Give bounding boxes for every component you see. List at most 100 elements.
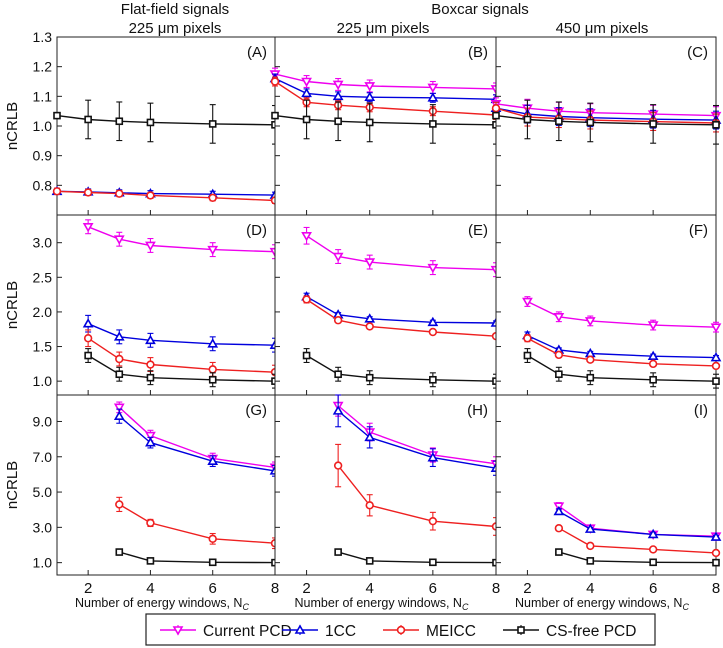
data-point [586, 373, 595, 382]
data-point [332, 252, 344, 263]
series-line [274, 73, 497, 90]
y-tick-label: 1.3 [33, 29, 53, 45]
data-point [146, 360, 155, 369]
x-axis-label-subscript: C [462, 602, 469, 612]
data-point [649, 558, 657, 567]
data-point [146, 373, 155, 382]
series-1cc [82, 314, 281, 353]
data-point [427, 263, 439, 274]
data-point [334, 370, 342, 379]
data-point [365, 501, 374, 510]
data-point [429, 375, 437, 384]
y-tick-label: 1.5 [33, 339, 53, 355]
data-point [208, 534, 217, 544]
series-meicc [523, 334, 721, 371]
y-tick-label: 0.9 [33, 148, 53, 164]
legend-item-cs-free-pcd: CS-free PCD [503, 623, 636, 640]
legend-item-meicc: MEICC [383, 623, 476, 640]
legend-marker [172, 626, 184, 636]
data-point [710, 352, 722, 362]
panel-frame [495, 394, 717, 576]
series-line [274, 77, 497, 100]
legend-label: 1CC [325, 623, 356, 640]
series-line [274, 114, 497, 126]
panel-e: (E) [274, 214, 502, 396]
data-point [647, 321, 659, 331]
data-point [301, 77, 312, 88]
panel-a: 0.8 0.9 1.0 1.1 1.2 1.3 nCRLB (A) [4, 29, 281, 216]
y-tick-label: 1.0 [33, 373, 53, 389]
legend-marker [294, 624, 306, 634]
x-tick-label: 8 [712, 580, 720, 597]
data-point [554, 524, 564, 533]
legend-marker [517, 626, 525, 634]
series-line [495, 114, 717, 126]
panel-g: 1.0 3.0 5.0 7.0 9.0 nCRLB (G) 2 4 6 8 Number of ene… [4, 394, 281, 612]
series-cs-free-pcd [555, 548, 720, 567]
y-tick-label: 5.0 [33, 484, 53, 500]
data-point [553, 312, 565, 323]
panel-frame [56, 394, 276, 576]
x-axis-label-subscript: C [242, 602, 249, 612]
y-tick-label: 0.8 [33, 177, 53, 193]
panel-f: (F) [495, 214, 722, 396]
panel-label: (G) [245, 402, 267, 419]
series-current-pcd [82, 219, 281, 260]
legend-label: MEICC [426, 623, 476, 640]
panel-frame [56, 36, 276, 216]
series-line [118, 406, 276, 469]
x-tick-label: 2 [84, 580, 92, 597]
data-point [710, 323, 722, 333]
series-line [558, 551, 717, 564]
data-point [145, 437, 156, 447]
series-line [337, 551, 497, 564]
data-point [710, 531, 722, 541]
data-point [555, 117, 563, 126]
x-tick-label: 6 [209, 580, 217, 597]
data-point [647, 350, 659, 361]
panel-frame [495, 36, 717, 216]
data-point [648, 359, 658, 369]
series-line [56, 190, 276, 202]
data-point [83, 188, 93, 197]
data-point [333, 461, 343, 470]
data-point [523, 334, 532, 343]
panel-frame [274, 394, 497, 576]
panel-label: (C) [687, 44, 708, 61]
y-axis-label: nCRLB [4, 461, 21, 509]
data-point [522, 297, 533, 308]
y-tick-label: 2.0 [33, 304, 53, 320]
data-point [712, 121, 720, 129]
data-point [332, 405, 344, 415]
series-meicc [333, 443, 501, 536]
data-point [113, 403, 125, 413]
panel-label: (D) [246, 222, 267, 239]
panel-frame [274, 36, 497, 216]
series-line [495, 107, 717, 124]
header-col2-line2: 225 μm pixels [336, 20, 430, 37]
series-line [337, 405, 497, 465]
data-point [553, 505, 565, 516]
data-point [586, 557, 595, 565]
data-point [429, 120, 437, 128]
x-axis-label: Number of energy windows, NC [295, 596, 469, 612]
series-line [119, 551, 276, 564]
x-tick-label: 6 [429, 580, 437, 597]
data-point [146, 191, 155, 200]
legend-item-1cc: 1CC [282, 623, 356, 640]
data-point [53, 111, 61, 120]
header-col23-line1: Boxcar signals [431, 1, 529, 18]
data-point [146, 557, 155, 565]
x-axis-label-subscript: C [682, 602, 689, 612]
data-point [115, 370, 124, 379]
x-tick-label: 4 [366, 580, 374, 597]
panel-label: (B) [468, 44, 488, 61]
data-point [146, 518, 155, 528]
data-point [113, 410, 125, 420]
series-line [274, 80, 497, 116]
panel-label: (H) [467, 402, 488, 419]
data-point [429, 558, 437, 567]
panel-c: (C) [490, 36, 722, 216]
x-tick-label: 8 [271, 580, 279, 597]
series-line [495, 107, 717, 121]
